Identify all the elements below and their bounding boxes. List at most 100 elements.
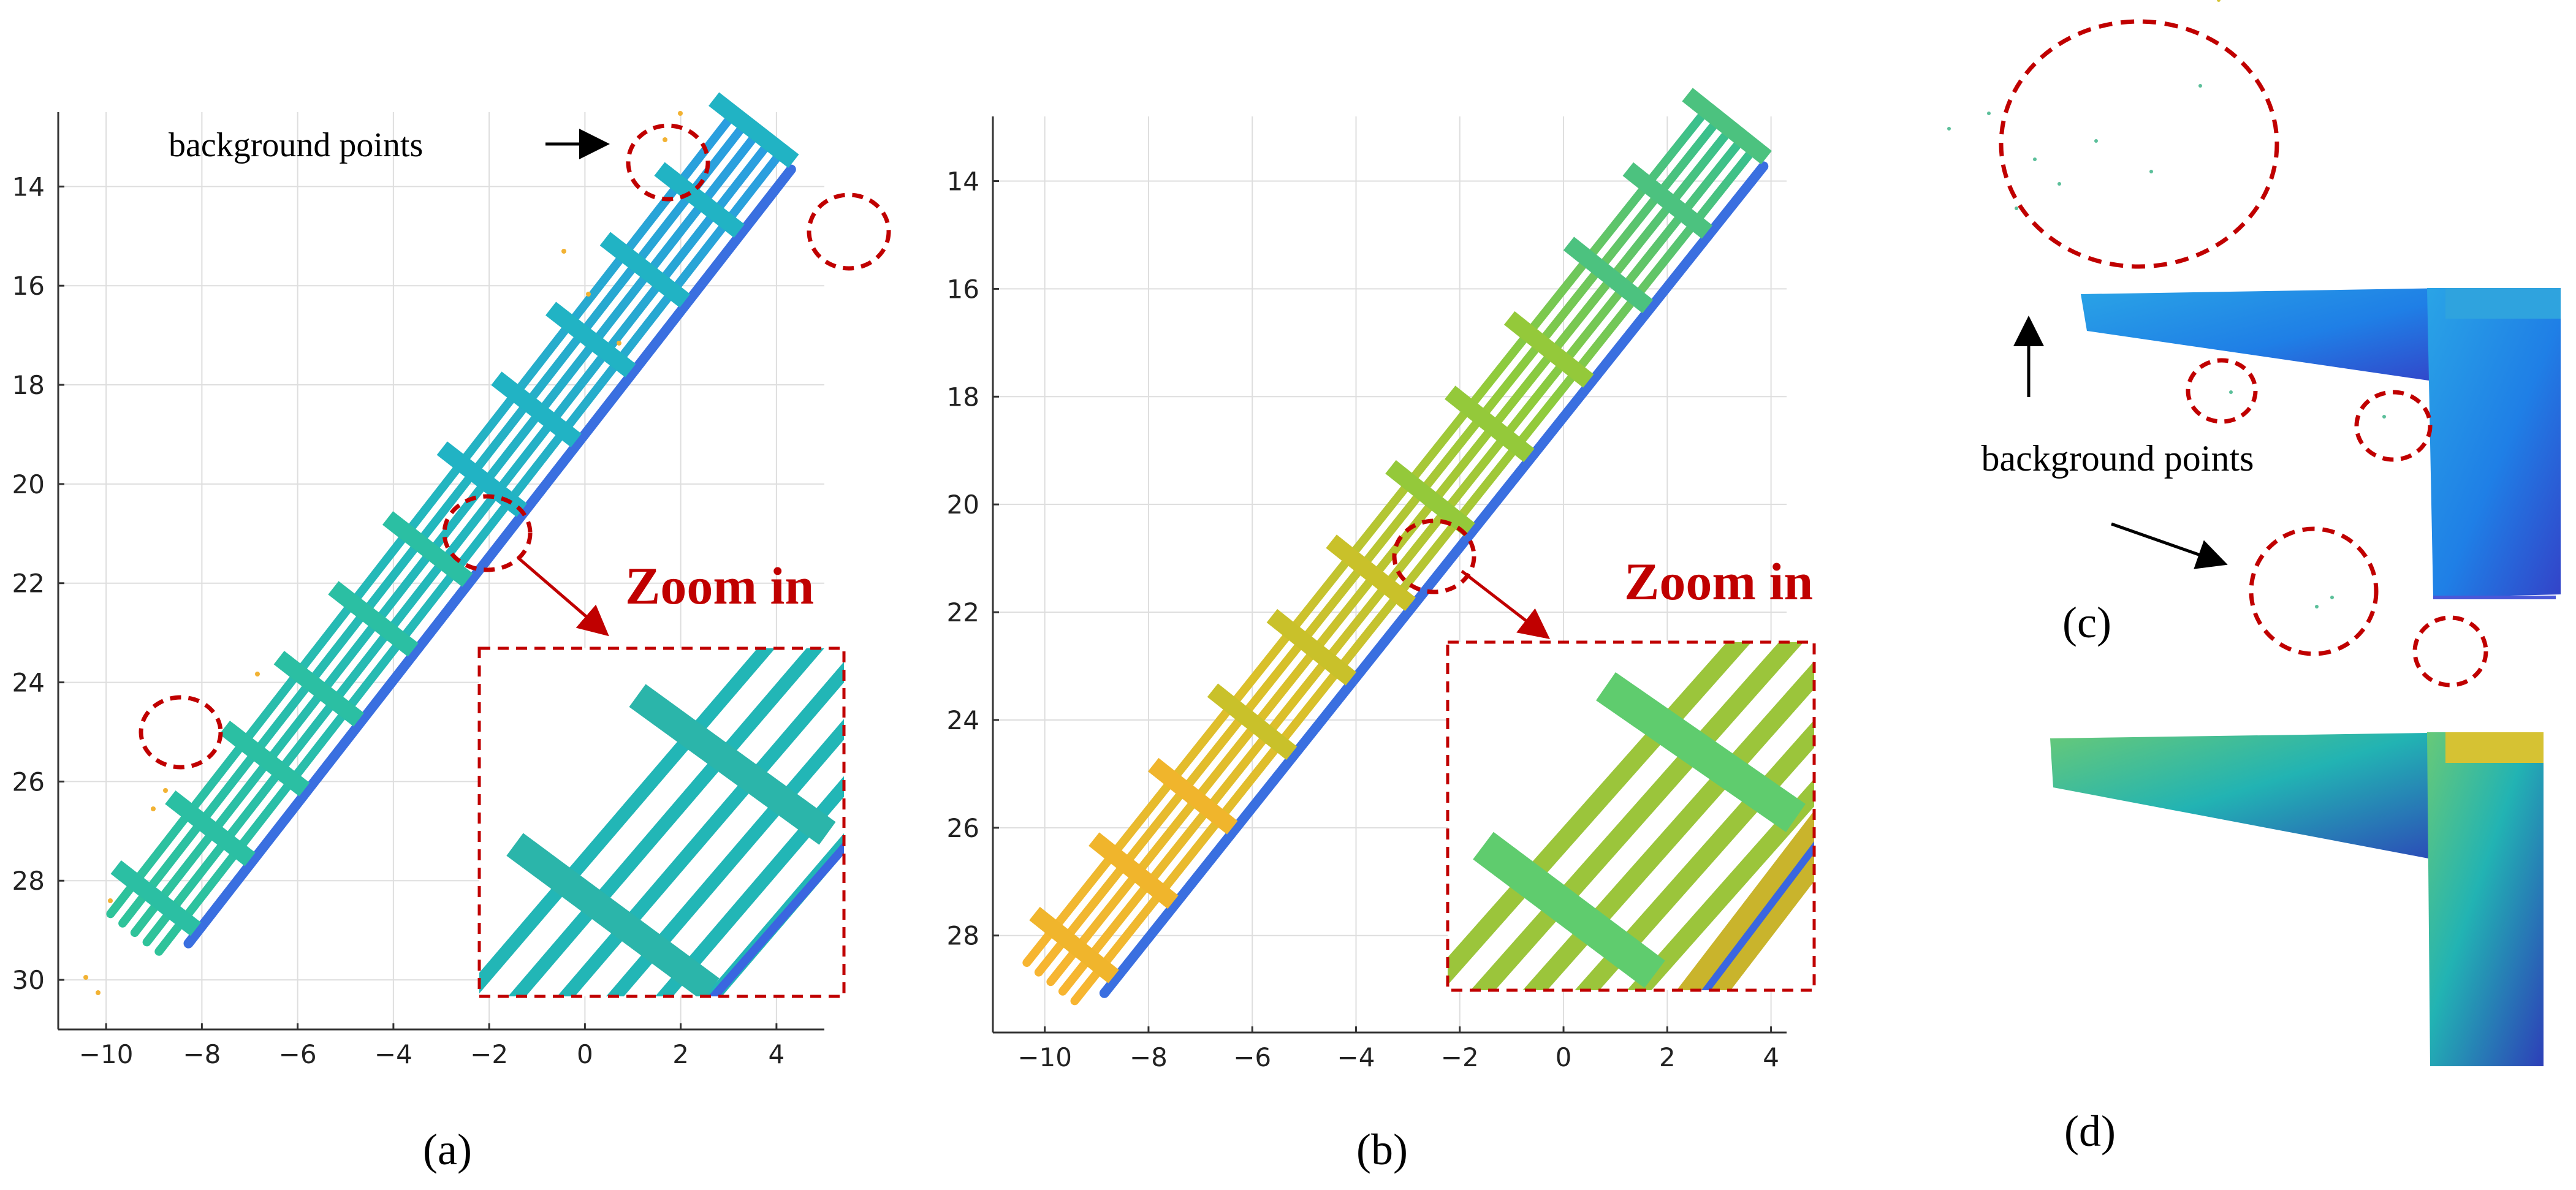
inset-rail xyxy=(1470,642,1804,990)
highlight-circle-a4 xyxy=(442,494,533,572)
cross-bar xyxy=(1266,608,1357,686)
x-tick-label: −2 xyxy=(470,1039,508,1069)
x-tick-label: 2 xyxy=(1659,1042,1676,1072)
point-cloud-c xyxy=(2081,288,2561,599)
panel-d: (d) xyxy=(2050,732,2544,1156)
inset-crossbar xyxy=(1473,832,1665,988)
y-tick-label: 18 xyxy=(947,382,979,412)
cross-bar xyxy=(328,581,419,657)
inset-content xyxy=(479,648,844,996)
x-tick-label: −6 xyxy=(279,1039,317,1069)
noise-point xyxy=(83,975,88,980)
cross-bar xyxy=(1029,906,1119,983)
x-tick-label: −4 xyxy=(1337,1042,1375,1072)
cross-bar xyxy=(1207,683,1297,760)
inset-crossbar xyxy=(506,833,720,996)
cross-bar xyxy=(219,721,310,797)
x-tick-label: 4 xyxy=(769,1039,785,1069)
y-tick-label: 20 xyxy=(947,490,979,520)
cross-bar xyxy=(709,92,799,169)
x-tick-label: 2 xyxy=(672,1039,689,1069)
y-tick-label: 14 xyxy=(947,167,979,197)
y-tick-label: 24 xyxy=(12,668,45,698)
point-cloud-d xyxy=(2050,732,2544,1066)
cross-bar xyxy=(545,301,636,377)
x-tick-label: −4 xyxy=(374,1039,412,1069)
x-tick-label: −10 xyxy=(1017,1042,1072,1072)
cross-bar xyxy=(654,162,745,238)
caption-b: (b) xyxy=(1356,1125,1408,1174)
inset-rail xyxy=(1522,661,1814,990)
arrow-down-c xyxy=(2111,522,2228,569)
inset-crossbar xyxy=(629,684,836,845)
noise-point xyxy=(163,788,168,793)
inset-rail xyxy=(557,661,844,996)
highlight-circle-b1 xyxy=(1392,518,1476,594)
inset-rail xyxy=(1448,642,1752,985)
background-points-label-c: background points xyxy=(1981,438,2254,479)
noise-point xyxy=(151,806,156,811)
noise-point xyxy=(96,990,101,995)
y-tick-label: 28 xyxy=(12,866,45,896)
panel-a: −10 −8 −6 −4 −2 0 2 4141618202224262830backgrou… xyxy=(12,92,891,1069)
x-tick-label: −2 xyxy=(1441,1042,1479,1072)
y-tick-label: 14 xyxy=(12,172,45,202)
cross-bar xyxy=(1385,460,1475,537)
noise-point xyxy=(561,249,566,254)
y-tick-label: 22 xyxy=(12,569,45,599)
cross-bar xyxy=(273,651,365,727)
cross-bar xyxy=(1563,237,1654,314)
y-tick-label: 24 xyxy=(947,705,979,735)
edge-rail xyxy=(1099,161,1769,998)
point-cloud-a xyxy=(106,92,799,956)
cross-bar xyxy=(491,371,582,447)
y-tick-label: 30 xyxy=(12,965,45,995)
noise-point xyxy=(617,341,621,346)
zoom-arrow-a xyxy=(517,556,609,637)
point-cloud-b xyxy=(1022,88,1772,1006)
inset-content xyxy=(1448,642,1814,990)
highlight-circle-a1 xyxy=(626,123,710,202)
cross-bar xyxy=(1682,88,1772,165)
highlight-circle-c5 xyxy=(2412,615,2488,688)
zoom-inset-a xyxy=(477,646,846,998)
highlight-circle-c1 xyxy=(1999,19,2279,269)
highlight-circle-c2 xyxy=(2186,358,2258,424)
x-tick-label: 0 xyxy=(1556,1042,1572,1072)
inset-rail xyxy=(479,648,775,994)
y-tick-label: 22 xyxy=(947,597,979,627)
inset-edge xyxy=(708,841,844,996)
background-points-label-a: background points xyxy=(169,126,423,164)
y-tick-label: 18 xyxy=(12,370,45,400)
zoom-inset-b xyxy=(1446,640,1816,992)
x-tick-label: −10 xyxy=(79,1039,134,1069)
x-tick-label: 0 xyxy=(577,1039,593,1069)
background-noise-points-a xyxy=(83,111,683,995)
background-noise-points-c xyxy=(1947,0,2386,608)
zoom-arrow-b xyxy=(1461,570,1550,640)
inset-edge xyxy=(1701,841,1814,990)
cross-bar xyxy=(1503,311,1594,388)
cross-bar xyxy=(1445,385,1535,463)
inset-crossbar xyxy=(1596,672,1806,833)
noise-point xyxy=(255,672,260,676)
noise-point xyxy=(108,898,113,903)
inset-frame xyxy=(477,646,846,998)
cross-bar xyxy=(1147,757,1238,835)
y-tick-label: 20 xyxy=(12,469,45,499)
cross-bar xyxy=(1622,162,1713,239)
zoom-in-label-b: Zoom in xyxy=(1624,552,1813,611)
highlight-circle-a2 xyxy=(807,192,891,271)
y-tick-label: 26 xyxy=(947,813,979,843)
highlight-circle-c3 xyxy=(2354,390,2433,462)
cross-bar xyxy=(599,232,691,308)
cross-bar xyxy=(110,860,201,936)
cross-bar xyxy=(382,511,473,587)
noise-point xyxy=(586,292,591,297)
caption-c: (c) xyxy=(2062,598,2111,647)
y-tick-label: 28 xyxy=(947,921,979,951)
x-tick-label: −6 xyxy=(1233,1042,1271,1072)
inset-rail xyxy=(606,719,844,996)
